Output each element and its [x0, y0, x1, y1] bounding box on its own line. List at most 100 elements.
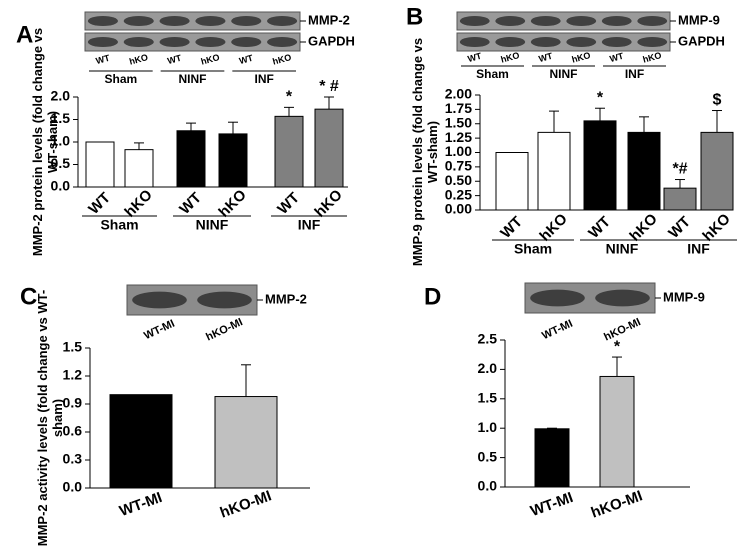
blot-group-label: Sham [104, 72, 137, 86]
bar [663, 187, 697, 211]
blot-group-label: INF [625, 67, 644, 81]
group-label: NINF [196, 217, 229, 233]
significance-mark: * [597, 89, 604, 106]
blot-band [459, 36, 490, 48]
blot-band-label: GAPDH [678, 33, 725, 48]
x-tick-label: WT [497, 213, 526, 242]
y-tick-label: 1.75 [445, 100, 472, 116]
x-tick-label: WT [585, 213, 614, 242]
group-label: INF [687, 241, 710, 257]
panel-letter: C [20, 283, 37, 310]
page: A MMP-2 GAPDH WT hKO WT hKO WT hKO Sham NINF INF 0.0… [16, 3, 737, 547]
blot-lane-label: WT [238, 53, 255, 66]
blot-lane-label: WT [166, 53, 183, 66]
blot-band [87, 15, 118, 27]
blot-lane-label: hKO-MI [204, 316, 245, 343]
panel: B MMP-9 GAPDH WT hKO WT hKO WT hKO Sham NINF INF 0.0… [406, 3, 737, 257]
y-tick-label: 1.00 [445, 143, 472, 159]
panel: A MMP-2 GAPDH WT hKO WT hKO WT hKO Sham NINF INF 0.0… [16, 11, 355, 233]
blot-band [601, 36, 632, 48]
bar [599, 375, 635, 488]
blot-band [159, 36, 190, 48]
bar [627, 131, 661, 211]
blot-band-label: MMP-2 [308, 12, 350, 27]
blot-band [530, 36, 561, 48]
blot-group-label: NINF [179, 72, 207, 86]
blot-lane-label: hKO-MI [602, 316, 643, 343]
blot-band [530, 15, 561, 27]
panel: D MMP-9 WT-MI hKO-MI 0.0 0.5 1.0 1.5 2.0 2.5 WT-MI… [424, 282, 705, 522]
y-tick-label: 1.25 [445, 129, 472, 145]
blot-band [231, 15, 262, 27]
blot-lane-label: WT [538, 51, 555, 64]
blot-lane-label: hKO [500, 50, 521, 65]
y-tick-label: 1.50 [445, 114, 472, 130]
bar [85, 141, 115, 188]
blot-band-label: GAPDH [308, 33, 355, 48]
x-tick-label: WT [176, 189, 205, 218]
blot-group-label: NINF [550, 67, 578, 81]
group-label: Sham [514, 241, 552, 257]
blot-band [267, 36, 298, 48]
blot-lane-label: WT-MI [540, 318, 574, 343]
blot-band [637, 36, 668, 48]
bar [534, 428, 570, 488]
y-tick-label: 0.00 [445, 201, 472, 217]
blot-band [267, 15, 298, 27]
y-tick-label: 0.75 [445, 158, 472, 174]
group-label: NINF [606, 241, 639, 257]
blot-band-label: MMP-9 [663, 289, 705, 304]
blot-band [566, 15, 597, 27]
y-tick-label: 0.0 [51, 178, 71, 194]
y-tick-label: 0.0 [63, 479, 83, 495]
y-axis-label: MMP-2 protein levels (fold change vs WT-… [30, 27, 60, 257]
blot-band [495, 15, 526, 27]
group-label: INF [298, 217, 321, 233]
blot-lane-label: WT [609, 51, 626, 64]
y-tick-label: 1.5 [478, 390, 498, 406]
blot-band-label: MMP-2 [265, 291, 307, 306]
blot-band [195, 36, 226, 48]
bar [314, 108, 344, 188]
significance-mark: * [286, 89, 293, 106]
blot-band [195, 15, 226, 27]
blot-band [197, 291, 252, 309]
blot-band [637, 15, 668, 27]
bar [109, 394, 173, 489]
y-tick-label: 2.5 [478, 331, 498, 347]
blot-band [495, 36, 526, 48]
blot-lane-label: hKO [571, 50, 592, 65]
blot-band [123, 36, 154, 48]
bar [537, 131, 571, 211]
bar [274, 115, 304, 188]
panel-letter: B [406, 3, 423, 30]
blot-band [231, 36, 262, 48]
significance-mark: $ [713, 92, 722, 109]
blot-lane-label: hKO [642, 50, 663, 65]
blot-group-label: INF [254, 72, 273, 86]
bar [495, 152, 529, 211]
blot-lane-label: hKO [128, 52, 149, 67]
x-tick-label: WT [85, 189, 114, 218]
y-tick-label: 0.0 [478, 478, 498, 494]
blot-band [132, 291, 187, 309]
blot-band [159, 15, 190, 27]
panel-letter: D [424, 283, 441, 310]
blot-band [123, 15, 154, 27]
y-tick-label: 1.0 [51, 133, 71, 149]
y-tick-label: 1.0 [478, 419, 498, 435]
blot-band [601, 15, 632, 27]
blot-band [87, 36, 118, 48]
bar [700, 131, 734, 211]
blot-band-label: MMP-9 [678, 12, 720, 27]
blot-band [530, 289, 585, 307]
blot-band [566, 36, 597, 48]
y-tick-label: 0.6 [63, 423, 83, 439]
y-tick-label: 1.2 [63, 367, 83, 383]
significance-mark: *# [672, 161, 687, 178]
blot-band [459, 15, 490, 27]
x-tick-label: WT-MI [117, 489, 164, 520]
bar [176, 130, 206, 188]
blot-group-label: Sham [476, 67, 509, 81]
y-axis-label: MMP-9 protein levels (fold change vs WT-… [410, 37, 440, 267]
